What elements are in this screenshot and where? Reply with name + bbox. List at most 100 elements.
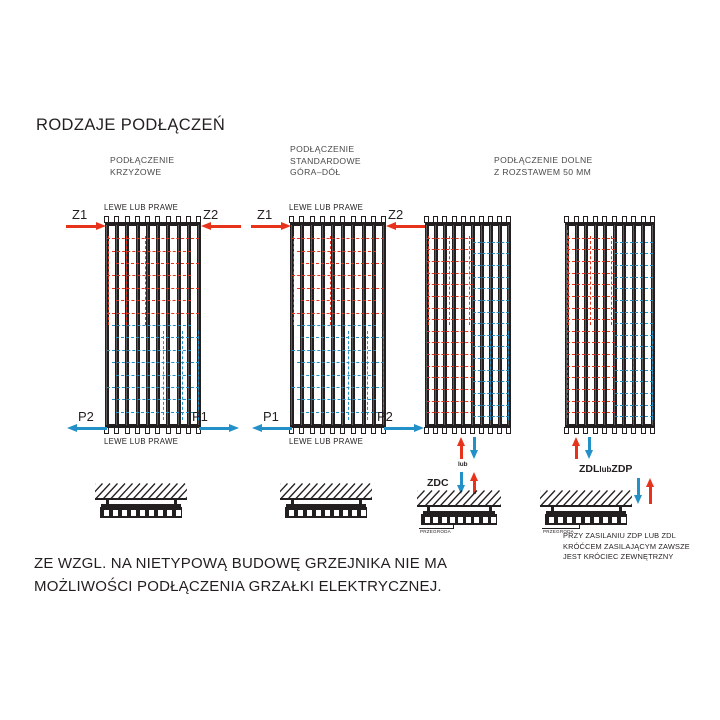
lower-manifold-cap (325, 509, 330, 516)
flow-mark-supply (567, 377, 615, 379)
radiator-tube (479, 224, 484, 426)
radiator-top-cap (650, 216, 656, 223)
radiator-bottom-cap (370, 427, 376, 434)
flow-mark-return (614, 381, 653, 383)
radiator-bottom-cap (165, 427, 171, 434)
wall-face-line (95, 498, 187, 500)
flow-mark-return (472, 369, 509, 371)
zdc-supply-arrow-up (457, 437, 466, 459)
radiator-tube-highlight (489, 225, 491, 425)
radiator-bottom-cap (145, 427, 151, 434)
radiator-2-port-z2: Z2 (388, 207, 404, 222)
lower-manifold-cap (594, 516, 600, 523)
radiator-dolne-zdl-zdp (564, 216, 656, 434)
flow-mark-return (296, 399, 376, 401)
radiator-bottom-cap (487, 427, 493, 434)
radiator-top-cap (350, 216, 356, 223)
radiator-bottom-cap (114, 427, 120, 434)
flow-mark-return-vertical (198, 331, 199, 420)
flow-mark-supply-vertical (126, 236, 128, 325)
radiator-tube (574, 224, 579, 426)
flow-mark-supply (567, 295, 615, 297)
flow-mark-supply (427, 388, 473, 390)
lower-manifold-cap (158, 509, 164, 516)
radiator-bottom-cap (309, 427, 315, 434)
radiator-top-cap (175, 216, 181, 223)
lower-manifold-cap (297, 509, 303, 516)
radiator-bottom-cap (381, 427, 387, 434)
flow-mark-supply (427, 342, 473, 344)
wall-label-leader-tick (578, 524, 580, 529)
flow-mark-return-vertical (632, 331, 634, 420)
flow-mark-supply (296, 287, 384, 289)
flow-mark-return (301, 411, 384, 413)
wall-assembly-2 (280, 483, 372, 523)
radiator-tube-highlight (613, 225, 615, 425)
radiator-tube (641, 224, 646, 426)
lower-manifold-cap (621, 516, 627, 523)
mounting-bracket-leg (106, 499, 109, 505)
flow-mark-supply (427, 412, 473, 414)
radiator-top-cap (319, 216, 325, 223)
radiator-1-bottom-side-label: LEWE LUB PRAWE (104, 437, 179, 446)
flow-mark-return (301, 374, 376, 376)
radiator-1-port-p2: P2 (78, 409, 94, 424)
flow-mark-supply (567, 284, 615, 286)
wall-hatching (280, 483, 372, 499)
radiator-tube-highlight (106, 225, 107, 425)
radiator-top-cap (185, 216, 191, 223)
flow-mark-supply-vertical (469, 236, 470, 325)
flow-mark-return-vertical (383, 331, 384, 420)
flow-mark-supply (427, 237, 473, 239)
flow-mark-supply-vertical (611, 236, 612, 325)
section-heading-dolne: PODŁĄCZENIE DOLNE Z ROZSTAWEM 50 MM (494, 155, 593, 177)
radiator-2-arrow-p2 (384, 424, 424, 433)
flow-mark-return (472, 288, 509, 290)
radiator-1-arrow-z1 (66, 222, 106, 231)
mounting-bracket-leg (291, 499, 294, 505)
radiator-top-cap (145, 216, 151, 223)
zdp-label-part: ZDP (611, 463, 633, 475)
radiator-1-port-z1: Z1 (72, 207, 88, 222)
flow-mark-return (472, 404, 509, 406)
radiator-tube-highlight (198, 225, 199, 425)
radiator-2-port-p1: P1 (263, 409, 279, 424)
radiator-top-cap (487, 216, 493, 223)
flow-mark-supply-vertical (589, 236, 591, 325)
radiator-bottom-cap (573, 427, 579, 434)
flow-mark-supply (567, 388, 615, 390)
zdl-supply-arrow-up (572, 437, 581, 459)
flow-mark-return (472, 265, 509, 267)
flow-mark-return (472, 334, 509, 336)
radiator-top-cap (611, 216, 617, 223)
mounting-bracket-bar (286, 504, 366, 507)
radiator-bottom-cap (602, 427, 608, 434)
radiator-tube (197, 224, 201, 426)
lower-manifold-cap (130, 509, 136, 516)
radiator-tube (290, 224, 294, 426)
flow-mark-return (472, 392, 509, 394)
radiator-bottom-cap (640, 427, 646, 434)
radiator-top-cap (621, 216, 627, 223)
flow-mark-return (292, 387, 384, 388)
flow-mark-supply (427, 377, 473, 379)
flow-mark-supply (111, 250, 191, 252)
flow-mark-supply (107, 275, 191, 277)
lower-manifold-cap (449, 516, 455, 523)
wall-label-leader (542, 528, 579, 529)
flow-mark-supply (427, 354, 473, 356)
radiator-bottom-cap (155, 427, 161, 434)
zdl-lower-return-arrow (634, 478, 643, 504)
lower-manifold-cap (121, 509, 127, 516)
flow-mark-return-vertical (348, 331, 350, 420)
radiator-bottom-cap (360, 427, 366, 434)
flow-mark-supply (292, 275, 376, 277)
radiator-bottom-cap (583, 427, 589, 434)
radiator-bottom-cap (319, 427, 325, 434)
radiator-dolne-zdc (424, 216, 512, 434)
radiator-tube (105, 224, 109, 426)
radiator-top-cap (592, 216, 598, 223)
radiator-tube-highlight (462, 225, 464, 425)
mounting-bracket-leg (359, 499, 362, 505)
flow-mark-supply-vertical (568, 236, 569, 325)
